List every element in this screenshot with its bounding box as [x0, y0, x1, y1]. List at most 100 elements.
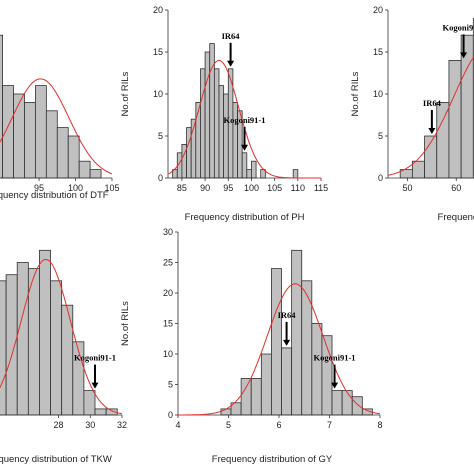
panel-5-x-tick-label: 8 [377, 420, 382, 430]
panel-3-x-axis-label: Frequency [438, 212, 474, 223]
panel-2-y-tick-label: 10 [153, 89, 163, 99]
panel-4-normal-curve [0, 258, 123, 415]
panel-3-y-tick-label: 20 [373, 5, 383, 15]
panel-2-bar-10 [213, 68, 220, 179]
panel-5-x-tick-label: 7 [327, 420, 332, 430]
panel-5-y-tick-label: 15 [163, 319, 173, 329]
panel-4-x-axis-label: Frequency distribution of TKW [0, 454, 112, 465]
panel-5-bar-4 [250, 377, 262, 416]
panel-5-y-tick-label: 30 [163, 227, 173, 237]
panel-5-arrow-head-2 [331, 382, 339, 389]
panel-2-x-axis-label: Frequency distribution of PH [185, 212, 305, 223]
panel-4-bar-1 [0, 280, 7, 416]
panel-1-bar-2 [2, 85, 14, 179]
panel-5-bar-8 [291, 249, 303, 416]
panel-3-bar-5 [448, 60, 462, 179]
panel-3-y-tick-label: 10 [373, 89, 383, 99]
panel-2-bar-12 [223, 93, 229, 179]
panel-5-x-axis-label: Frequency distribution of GY [212, 454, 333, 465]
panel-5-bar-7 [281, 347, 293, 416]
panel-1-bar-4 [24, 102, 36, 179]
panel-1-x-axis-label: Frequency distribution of DTF [0, 190, 109, 201]
panel-2-bar-7 [200, 68, 206, 179]
panel-2-x-tick-label: 90 [200, 183, 210, 193]
panel-2-bar-17 [246, 169, 252, 179]
panel-4-bar-9 [83, 390, 96, 416]
panel-5-bar-13 [341, 390, 353, 416]
panel-5-bar-12 [331, 390, 343, 416]
panel-1-bar-5 [35, 85, 47, 179]
panel-2-bar-8 [204, 51, 211, 179]
panel-5-y-tick-label: 0 [168, 410, 173, 420]
panel-2-arrow-head-1 [227, 60, 235, 67]
panel-5-y-tick-label: 5 [168, 380, 173, 390]
panel-1-x-tick-label: 95 [34, 183, 44, 193]
panel-3-normal-curve [387, 55, 474, 176]
panel-4-bar-6 [50, 280, 63, 416]
panel-5-annotation-label-1: IR64 [278, 310, 297, 320]
panel-3-x-tick-label: 50 [402, 183, 412, 193]
panel-5-y-axis-label: No.of RILs [120, 301, 131, 346]
panel-2-x-tick-label: 110 [291, 183, 305, 193]
panel-5-bar-3 [240, 377, 252, 416]
panel-5-normal-curve [178, 283, 381, 416]
panel-3-x-tick-label: 60 [451, 183, 461, 193]
panel-4-annotation-label-1: Kogoni91-1 [74, 353, 116, 363]
panel-5-bar-5 [260, 353, 272, 416]
panel-2-annotation-label-2: Kogoni91-1 [223, 115, 265, 125]
panel-1-bar-10 [89, 169, 102, 179]
panel-2-bar-18 [251, 160, 257, 179]
panel-3-bar-2 [411, 160, 425, 179]
panel-2-annotation-label-1: IR64 [222, 31, 241, 41]
panel-1-bar-7 [56, 127, 69, 179]
panel-1-normal-curve [0, 78, 113, 175]
panel-3-y-tick-label: 0 [378, 173, 383, 183]
panel-2-bar-14 [232, 102, 238, 179]
panel-5-bar-6 [271, 268, 282, 416]
panel-2-y-axis-label: No.of RILs [120, 71, 131, 116]
panel-4-x-tick-label: 30 [85, 420, 95, 430]
panel-3-annotation-label-1: IR64 [423, 98, 442, 108]
panel-1-bar-6 [45, 110, 58, 179]
panel-4-bar-2 [5, 274, 18, 416]
panel-4-bar-10 [94, 408, 107, 416]
panel-5-bar-1 [220, 408, 232, 416]
panel-3-y-tick-label: 15 [373, 47, 383, 57]
panel-5-x-tick-label: 6 [276, 420, 281, 430]
panel-4-bar-5 [39, 249, 51, 416]
panel-4-x-tick-label: 28 [53, 420, 63, 430]
panel-3-y-axis-label: No.of RILs [350, 71, 361, 116]
panel-2-y-tick-label: 0 [158, 173, 163, 183]
panel-1-x-tick-label: 100 [68, 183, 83, 193]
panel-4-bar-3 [16, 262, 29, 416]
panel-2-bar-4 [186, 127, 192, 179]
panel-2-x-tick-label: 95 [223, 183, 233, 193]
panel-2-x-tick-label: 105 [267, 183, 282, 193]
panel-5-x-tick-label: 4 [175, 420, 180, 430]
panel-5-x-tick-label: 5 [226, 420, 231, 430]
panel-3-arrow-head-1 [428, 128, 436, 134]
panel-2-bar-9 [209, 43, 215, 179]
panel-2-bar-6 [195, 102, 201, 179]
panel-1-bar-9 [78, 160, 91, 179]
panel-2-x-tick-label: 100 [244, 183, 259, 193]
panel-5-bar-14 [351, 396, 363, 416]
panel-4-arrow-head-1 [91, 382, 99, 389]
panel-5-annotation-label-2: Kogoni91-1 [314, 353, 356, 363]
panel-2-arrow-head-2 [241, 144, 248, 151]
panel-2-y-tick-label: 20 [153, 5, 163, 15]
panel-2-bar-27 [292, 169, 299, 179]
panel-2-bar-16 [241, 152, 248, 179]
panel-1-x-tick-label: 105 [104, 183, 119, 193]
panel-2-x-tick-label: 85 [177, 183, 187, 193]
panel-4-x-tick-label: 32 [117, 420, 127, 430]
panel-2-bar-11 [218, 85, 225, 179]
panel-5-arrow-head-1 [283, 339, 291, 346]
panel-1-bar-8 [67, 135, 80, 179]
panel-5-y-tick-label: 20 [163, 288, 173, 298]
panel-2-y-tick-label: 5 [158, 131, 163, 141]
panel-1-bar-3 [13, 93, 25, 179]
panel-3-bar-4 [436, 102, 450, 179]
panel-3-arrow-head-2 [460, 52, 468, 59]
